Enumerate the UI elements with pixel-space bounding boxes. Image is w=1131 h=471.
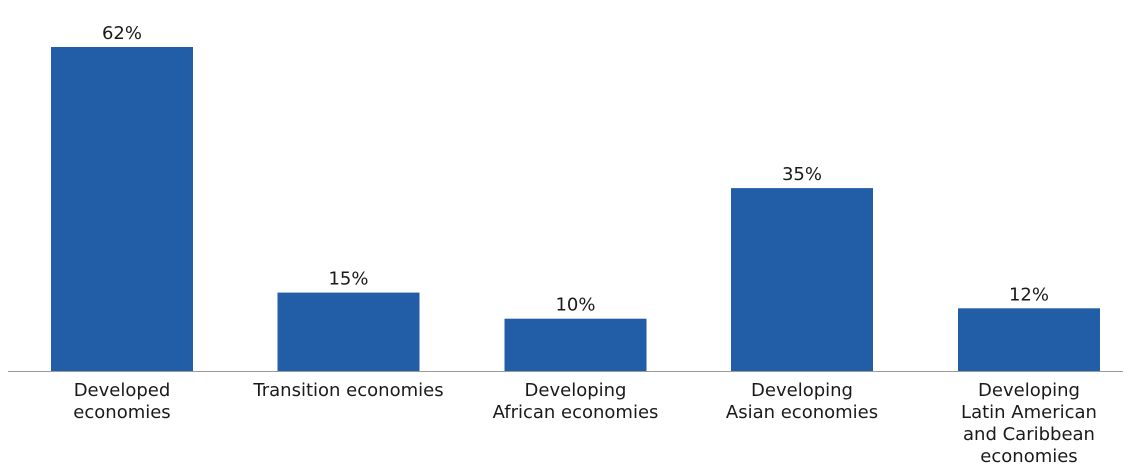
category-label-line: Latin American [961,402,1097,423]
category-label-line: and Caribbean [963,424,1095,445]
value-label-4: 12% [1009,284,1049,305]
category-label-line: Developed [74,380,171,401]
bar-3 [731,188,873,371]
category-label-2: Developing African economies [493,380,659,423]
bar-0 [51,47,193,371]
value-labels-group: 62% 15% 10% 35% 12% [102,23,1049,316]
category-label-0: Developed economies [73,380,170,423]
category-label-line: Transition economies [252,380,443,401]
category-label-4: Developing Latin American and Caribbean eco… [961,380,1097,467]
category-label-line: economies [980,446,1077,467]
value-label-2: 10% [555,295,595,316]
bar-4 [958,308,1100,371]
category-label-3: Developing Asian economies [726,380,878,423]
category-label-line: Developing [978,380,1080,401]
value-label-0: 62% [102,23,142,44]
value-label-1: 15% [328,269,368,290]
bar-2 [504,318,647,371]
category-label-line: Asian economies [726,402,878,423]
bar-1 [277,292,420,371]
category-label-line: African economies [493,402,659,423]
category-label-1: Transition economies [252,380,443,401]
category-label-line: economies [73,402,170,423]
value-label-3: 35% [782,164,822,185]
category-label-line: Developing [525,380,627,401]
bars-group [51,47,1100,371]
category-label-line: Developing [751,380,853,401]
